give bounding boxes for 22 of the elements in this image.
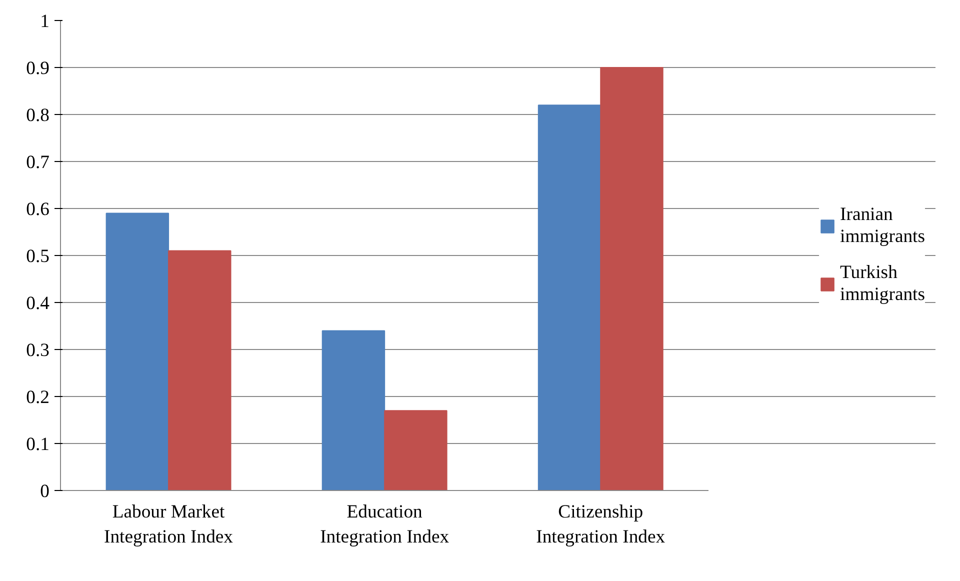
bar [168,250,232,490]
legend-label: Iranian immigrants [840,204,925,248]
bar [538,104,602,490]
x-tick-label: Labour Market Integration Index [104,502,234,548]
y-tick-label: 0.1 [26,434,50,455]
x-tick-label: Citizenship Integration Index [536,502,666,548]
y-tick-label: 0.5 [26,246,50,267]
y-tick-label: 0.4 [26,293,50,314]
bar [384,410,448,490]
y-tick-label: 1 [40,11,50,32]
y-tick-label: 0.7 [26,152,50,173]
bar [600,67,664,490]
y-tick-label: 0 [40,481,50,502]
y-tick-label: 0.3 [26,340,50,361]
y-tick-label: 0.2 [26,387,50,408]
bar [106,212,170,490]
x-tick-label: Education Integration Index [320,502,450,548]
y-tick-label: 0.8 [26,105,50,126]
bar [322,330,386,490]
y-tick-label: 0.9 [26,58,50,79]
legend-label: Turkish immigrants [840,262,925,306]
y-tick-label: 0.6 [26,199,50,220]
